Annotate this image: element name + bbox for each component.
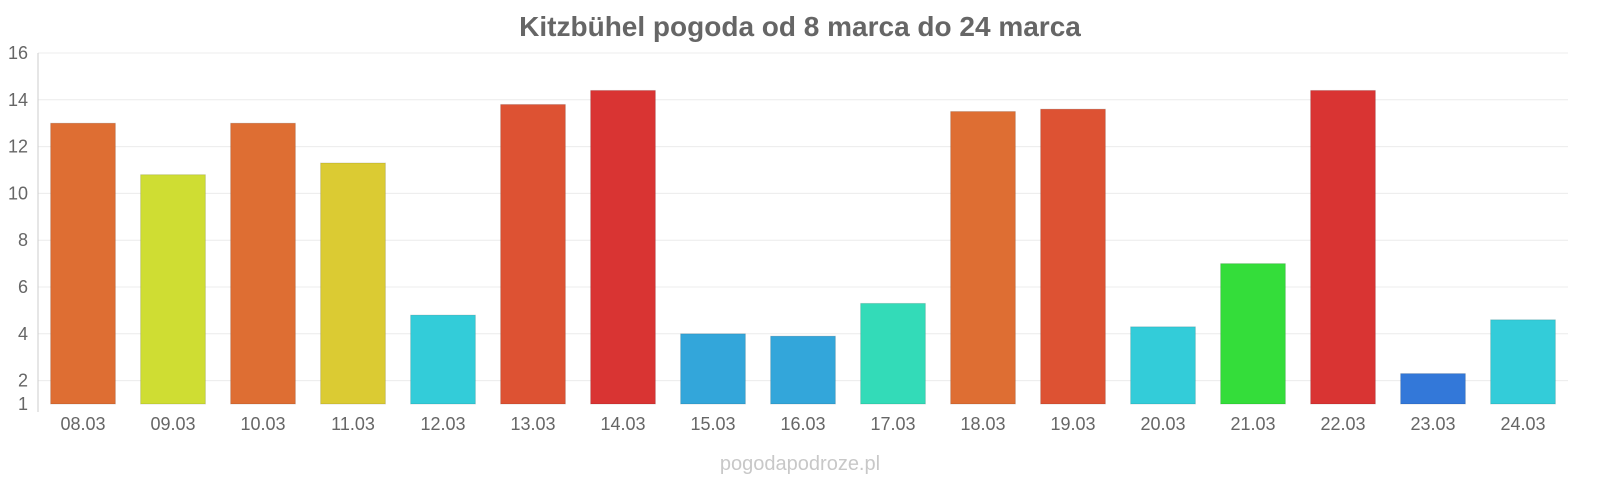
bar-11.03 — [320, 162, 386, 405]
bar-18.03 — [950, 111, 1016, 405]
y-tick-label: 6 — [18, 277, 28, 297]
x-tick-label: 20.03 — [1140, 414, 1185, 434]
x-tick-label: 17.03 — [870, 414, 915, 434]
x-tick-label: 24.03 — [1500, 414, 1545, 434]
y-tick-label: 4 — [18, 324, 28, 344]
y-tick-label: 14 — [8, 90, 28, 110]
bar-08.03 — [50, 122, 116, 405]
bar-09.03 — [140, 174, 206, 405]
x-tick-label: 14.03 — [600, 414, 645, 434]
y-tick-label: 8 — [18, 230, 28, 250]
y-tick-label: 1 — [18, 394, 28, 414]
bar-21.03 — [1220, 263, 1286, 405]
bar-14.03 — [590, 89, 656, 405]
x-axis: 08.03 09.03 10.03 11.03 12.03 13.03 14.03 15.03… — [60, 414, 1545, 434]
y-tick-label: 12 — [8, 137, 28, 157]
bar-19.03 — [1040, 108, 1106, 405]
bar-20.03 — [1130, 326, 1196, 405]
bar-10.03 — [230, 122, 296, 405]
x-tick-label: 11.03 — [331, 414, 375, 434]
bar-22.03 — [1310, 89, 1376, 405]
bar-24.03 — [1490, 319, 1556, 405]
watermark: pogodapodroze.pl — [720, 453, 880, 475]
x-tick-label: 18.03 — [960, 414, 1005, 434]
x-tick-label: 19.03 — [1050, 414, 1095, 434]
x-tick-label: 13.03 — [510, 414, 555, 434]
chart-title: Kitzbühel pogoda od 8 marca do 24 marca — [519, 11, 1081, 42]
y-tick-label: 10 — [8, 183, 28, 203]
bar-12.03 — [410, 314, 476, 405]
x-tick-label: 21.03 — [1230, 414, 1275, 434]
bar-23.03 — [1400, 373, 1466, 405]
x-tick-label: 22.03 — [1320, 414, 1365, 434]
bar-16.03 — [770, 335, 836, 405]
bars — [50, 89, 1556, 405]
x-tick-label: 12.03 — [420, 414, 465, 434]
y-tick-label: 2 — [18, 371, 28, 391]
x-tick-label: 08.03 — [60, 414, 105, 434]
x-tick-label: 23.03 — [1410, 414, 1455, 434]
bar-13.03 — [500, 103, 566, 405]
bar-15.03 — [680, 333, 746, 405]
y-tick-label: 16 — [8, 43, 28, 63]
x-tick-label: 16.03 — [780, 414, 825, 434]
x-tick-label: 10.03 — [240, 414, 285, 434]
bar-17.03 — [860, 302, 926, 405]
x-tick-label: 09.03 — [150, 414, 195, 434]
x-tick-label: 15.03 — [690, 414, 735, 434]
